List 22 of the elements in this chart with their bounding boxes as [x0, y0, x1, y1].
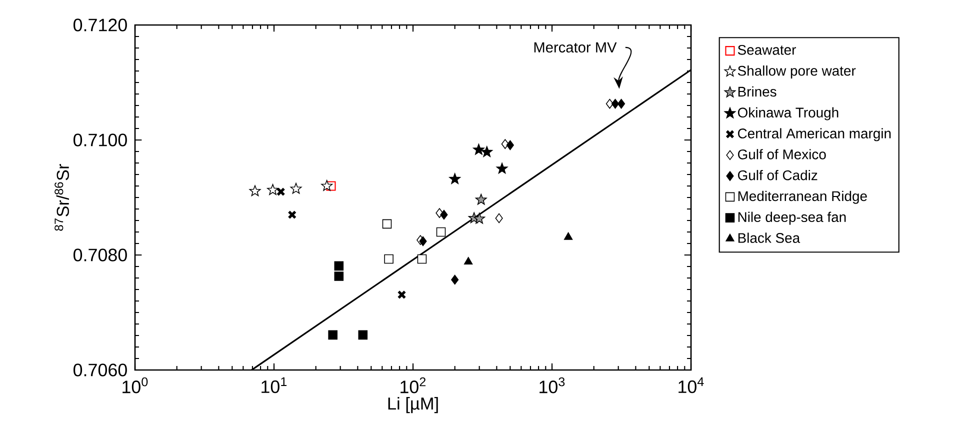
x-tick-label: 10$^{4}$: [678, 377, 704, 394]
x-tick-label: 10$^{1}$: [262, 377, 287, 394]
legend-label: Okinawa Trough: [738, 107, 838, 120]
x-axis-title: Li [µM]: [388, 397, 438, 414]
legend-label: Shallow pore water: [738, 65, 856, 78]
x-tick-label: 10$^{3}$: [540, 377, 565, 394]
x-tick-label: 10$^{0}$: [122, 377, 148, 394]
y-tick-label: 0.7080: [74, 248, 127, 262]
y-tick-label: 0.7060: [74, 364, 127, 376]
legend-label: Central American margin: [738, 128, 891, 142]
legend-label: Black Sea: [738, 232, 800, 243]
y-axis-title: $^{87}$Sr/$^{86}$Sr: [54, 164, 70, 231]
legend-label: Gulf of Cadiz: [738, 170, 818, 180]
legend-label: Gulf of Mexico: [738, 149, 826, 160]
y-tick-label: 0.7120: [74, 18, 127, 32]
annotation: Mercator MV: [534, 42, 617, 53]
legend-label: Seawater: [738, 44, 796, 55]
legend-label: Mediterranean Ridge: [738, 190, 867, 204]
legend-label: Nile deep-sea fan: [738, 212, 846, 225]
y-tick-label: 0.7100: [74, 134, 127, 146]
x-tick-label: 10$^{2}$: [400, 377, 426, 394]
legend-label: Brines: [738, 86, 776, 97]
